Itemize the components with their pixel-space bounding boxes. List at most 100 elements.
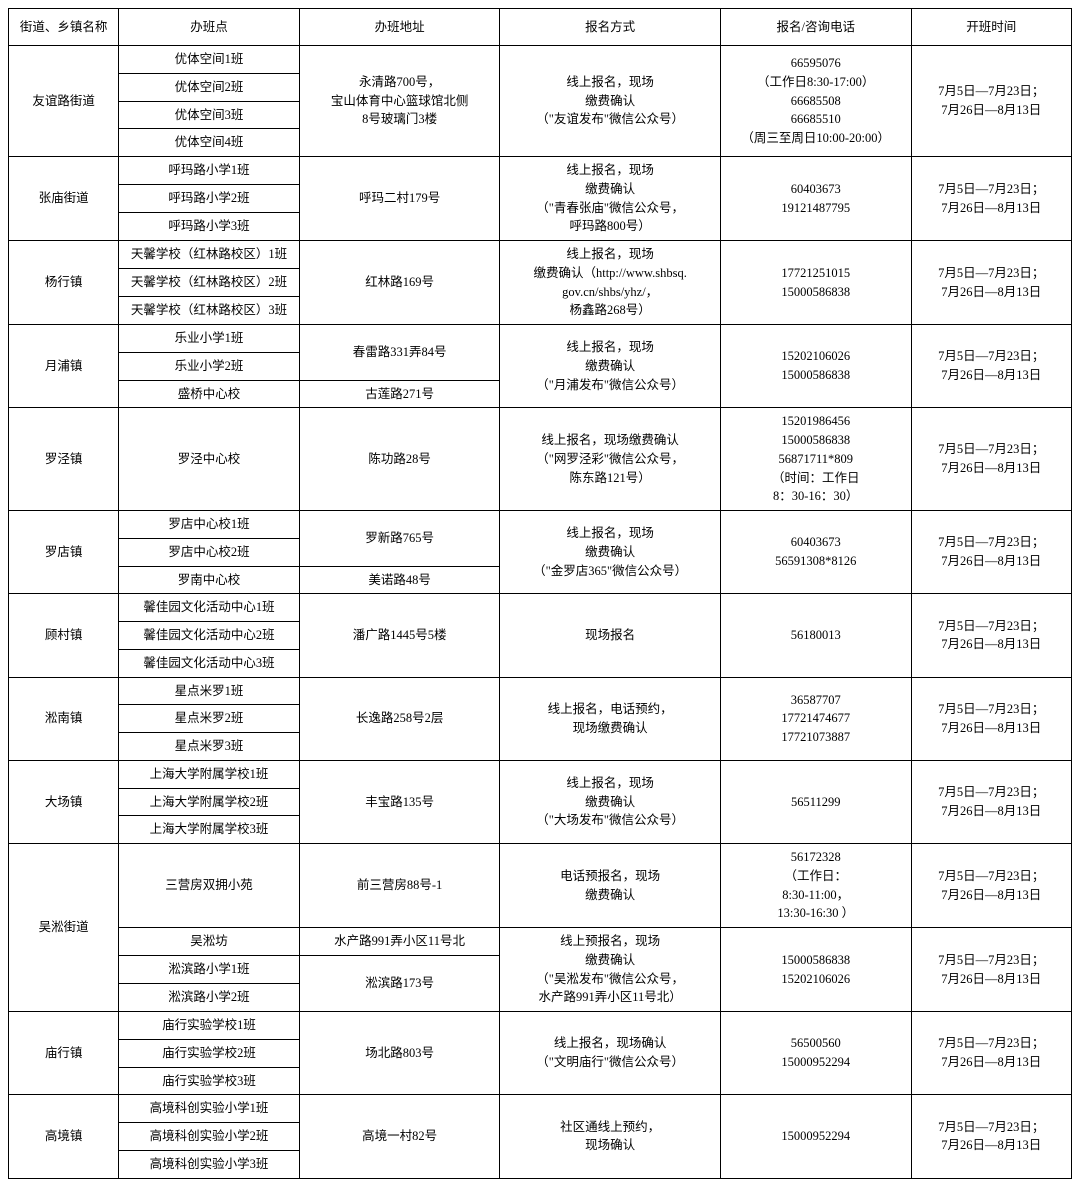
time-cell: 7月5日—7月23日；7月26日—8月13日: [911, 241, 1072, 325]
address-cell: 春雷路331弄84号: [299, 325, 500, 381]
phone-cell: 56180013: [720, 594, 911, 677]
method-cell: 线上报名，现场缴费确认（"月浦发布"微信公众号）: [500, 325, 721, 408]
method-cell: 现场报名: [500, 594, 721, 677]
time-cell: 7月5日—7月23日；7月26日—8月13日: [911, 594, 1072, 677]
col-header-3: 报名方式: [500, 9, 721, 46]
time-cell: 7月5日—7月23日；7月26日—8月13日: [911, 677, 1072, 760]
table-row: 罗店镇罗店中心校1班罗新路765号线上报名，现场缴费确认（"金罗店365"微信公…: [9, 511, 1072, 539]
class-cell: 天馨学校（红林路校区）3班: [119, 297, 300, 325]
phone-cell: 56172328（工作日：8:30-11:00，13:30-16:30 ）: [720, 844, 911, 928]
class-cell: 庙行实验学校2班: [119, 1039, 300, 1067]
class-cell: 优体空间1班: [119, 46, 300, 74]
table-body: 友谊路街道优体空间1班永清路700号，宝山体育中心篮球馆北侧8号玻璃门3楼线上报…: [9, 46, 1072, 1179]
class-cell: 馨佳园文化活动中心3班: [119, 649, 300, 677]
phone-cell: 1520210602615000586838: [720, 325, 911, 408]
phone-cell: 6040367319121487795: [720, 157, 911, 241]
class-cell: 罗店中心校1班: [119, 511, 300, 539]
time-cell: 7月5日—7月23日；7月26日—8月13日: [911, 844, 1072, 928]
col-header-0: 街道、乡镇名称: [9, 9, 119, 46]
class-cell: 天馨学校（红林路校区）2班: [119, 269, 300, 297]
district-cell: 罗店镇: [9, 511, 119, 594]
address-cell: 潘广路1445号5楼: [299, 594, 500, 677]
class-cell: 星点米罗2班: [119, 705, 300, 733]
district-cell: 杨行镇: [9, 241, 119, 325]
class-cell: 三营房双拥小苑: [119, 844, 300, 928]
table-row: 淞南镇星点米罗1班长逸路258号2层线上报名，电话预约，现场缴费确认365877…: [9, 677, 1072, 705]
address-cell: 水产路991弄小区11号北: [299, 928, 500, 956]
table-row: 张庙街道呼玛路小学1班呼玛二村179号线上报名，现场缴费确认（"青春张庙"微信公…: [9, 157, 1072, 185]
address-cell: 呼玛二村179号: [299, 157, 500, 241]
district-cell: 淞南镇: [9, 677, 119, 760]
table-row: 大场镇上海大学附属学校1班丰宝路135号线上报名，现场缴费确认（"大场发布"微信…: [9, 760, 1072, 788]
class-cell: 馨佳园文化活动中心2班: [119, 622, 300, 650]
address-cell: 前三营房88号-1: [299, 844, 500, 928]
class-cell: 呼玛路小学1班: [119, 157, 300, 185]
class-cell: 乐业小学1班: [119, 325, 300, 353]
time-cell: 7月5日—7月23日；7月26日—8月13日: [911, 46, 1072, 157]
schedule-table: 街道、乡镇名称办班点办班地址报名方式报名/咨询电话开班时间 友谊路街道优体空间1…: [8, 8, 1072, 1179]
address-cell: 淞滨路173号: [299, 955, 500, 1011]
district-cell: 月浦镇: [9, 325, 119, 408]
table-row: 高境镇高境科创实验小学1班高境一村82号社区通线上预约，现场确认15000952…: [9, 1095, 1072, 1123]
address-cell: 美诺路48号: [299, 566, 500, 594]
table-row: 顾村镇馨佳园文化活动中心1班潘广路1445号5楼现场报名561800137月5日…: [9, 594, 1072, 622]
table-row: 友谊路街道优体空间1班永清路700号，宝山体育中心篮球馆北侧8号玻璃门3楼线上报…: [9, 46, 1072, 74]
time-cell: 7月5日—7月23日；7月26日—8月13日: [911, 408, 1072, 511]
class-cell: 乐业小学2班: [119, 352, 300, 380]
address-cell: 陈功路28号: [299, 408, 500, 511]
phone-cell: 66595076（工作日8:30-17:00）6668550866685510（…: [720, 46, 911, 157]
class-cell: 优体空间4班: [119, 129, 300, 157]
time-cell: 7月5日—7月23日；7月26日—8月13日: [911, 325, 1072, 408]
class-cell: 星点米罗3班: [119, 733, 300, 761]
table-row: 罗泾镇罗泾中心校陈功路28号线上报名，现场缴费确认（"网罗泾彩"微信公众号，陈东…: [9, 408, 1072, 511]
table-row: 吴淞街道三营房双拥小苑前三营房88号-1电话预报名，现场缴费确认56172328…: [9, 844, 1072, 928]
method-cell: 线上报名，电话预约，现场缴费确认: [500, 677, 721, 760]
class-cell: 淞滨路小学2班: [119, 984, 300, 1012]
class-cell: 罗南中心校: [119, 566, 300, 594]
time-cell: 7月5日—7月23日；7月26日—8月13日: [911, 511, 1072, 594]
method-cell: 线上报名，现场缴费确认（"友谊发布"微信公众号）: [500, 46, 721, 157]
table-row: 月浦镇乐业小学1班春雷路331弄84号线上报名，现场缴费确认（"月浦发布"微信公…: [9, 325, 1072, 353]
class-cell: 庙行实验学校1班: [119, 1012, 300, 1040]
table-row: 吴淞坊水产路991弄小区11号北线上预报名，现场缴费确认（"吴淞发布"微信公众号…: [9, 928, 1072, 956]
phone-cell: 5650056015000952294: [720, 1012, 911, 1095]
method-cell: 线上预报名，现场缴费确认（"吴淞发布"微信公众号，水产路991弄小区11号北）: [500, 928, 721, 1012]
phone-cell: 1772125101515000586838: [720, 241, 911, 325]
class-cell: 天馨学校（红林路校区）1班: [119, 241, 300, 269]
address-cell: 丰宝路135号: [299, 760, 500, 843]
phone-cell: 152019864561500058683856871711*809（时间：工作…: [720, 408, 911, 511]
address-cell: 永清路700号，宝山体育中心篮球馆北侧8号玻璃门3楼: [299, 46, 500, 157]
class-cell: 馨佳园文化活动中心1班: [119, 594, 300, 622]
phone-cell: 6040367356591308*8126: [720, 511, 911, 594]
table-row: 杨行镇天馨学校（红林路校区）1班红林路169号线上报名，现场缴费确认（http:…: [9, 241, 1072, 269]
method-cell: 线上报名，现场缴费确认（"青春张庙"微信公众号，呼玛路800号）: [500, 157, 721, 241]
address-cell: 红林路169号: [299, 241, 500, 325]
class-cell: 呼玛路小学2班: [119, 185, 300, 213]
phone-cell: 15000952294: [720, 1095, 911, 1178]
class-cell: 优体空间2班: [119, 73, 300, 101]
time-cell: 7月5日—7月23日；7月26日—8月13日: [911, 1012, 1072, 1095]
time-cell: 7月5日—7月23日；7月26日—8月13日: [911, 1095, 1072, 1178]
class-cell: 星点米罗1班: [119, 677, 300, 705]
time-cell: 7月5日—7月23日；7月26日—8月13日: [911, 157, 1072, 241]
method-cell: 社区通线上预约，现场确认: [500, 1095, 721, 1178]
class-cell: 高境科创实验小学2班: [119, 1123, 300, 1151]
method-cell: 电话预报名，现场缴费确认: [500, 844, 721, 928]
method-cell: 线上报名，现场缴费确认（"金罗店365"微信公众号）: [500, 511, 721, 594]
class-cell: 优体空间3班: [119, 101, 300, 129]
class-cell: 呼玛路小学3班: [119, 213, 300, 241]
class-cell: 罗泾中心校: [119, 408, 300, 511]
method-cell: 线上报名，现场缴费确认（http://www.shbsq.gov.cn/shbs…: [500, 241, 721, 325]
col-header-4: 报名/咨询电话: [720, 9, 911, 46]
class-cell: 罗店中心校2班: [119, 538, 300, 566]
address-cell: 场北路803号: [299, 1012, 500, 1095]
district-cell: 顾村镇: [9, 594, 119, 677]
phone-cell: 56511299: [720, 760, 911, 843]
address-cell: 罗新路765号: [299, 511, 500, 567]
address-cell: 高境一村82号: [299, 1095, 500, 1178]
table-row: 庙行镇庙行实验学校1班场北路803号线上报名，现场确认（"文明庙行"微信公众号）…: [9, 1012, 1072, 1040]
address-cell: 长逸路258号2层: [299, 677, 500, 760]
col-header-2: 办班地址: [299, 9, 500, 46]
phone-cell: 365877071772147467717721073887: [720, 677, 911, 760]
district-cell: 罗泾镇: [9, 408, 119, 511]
